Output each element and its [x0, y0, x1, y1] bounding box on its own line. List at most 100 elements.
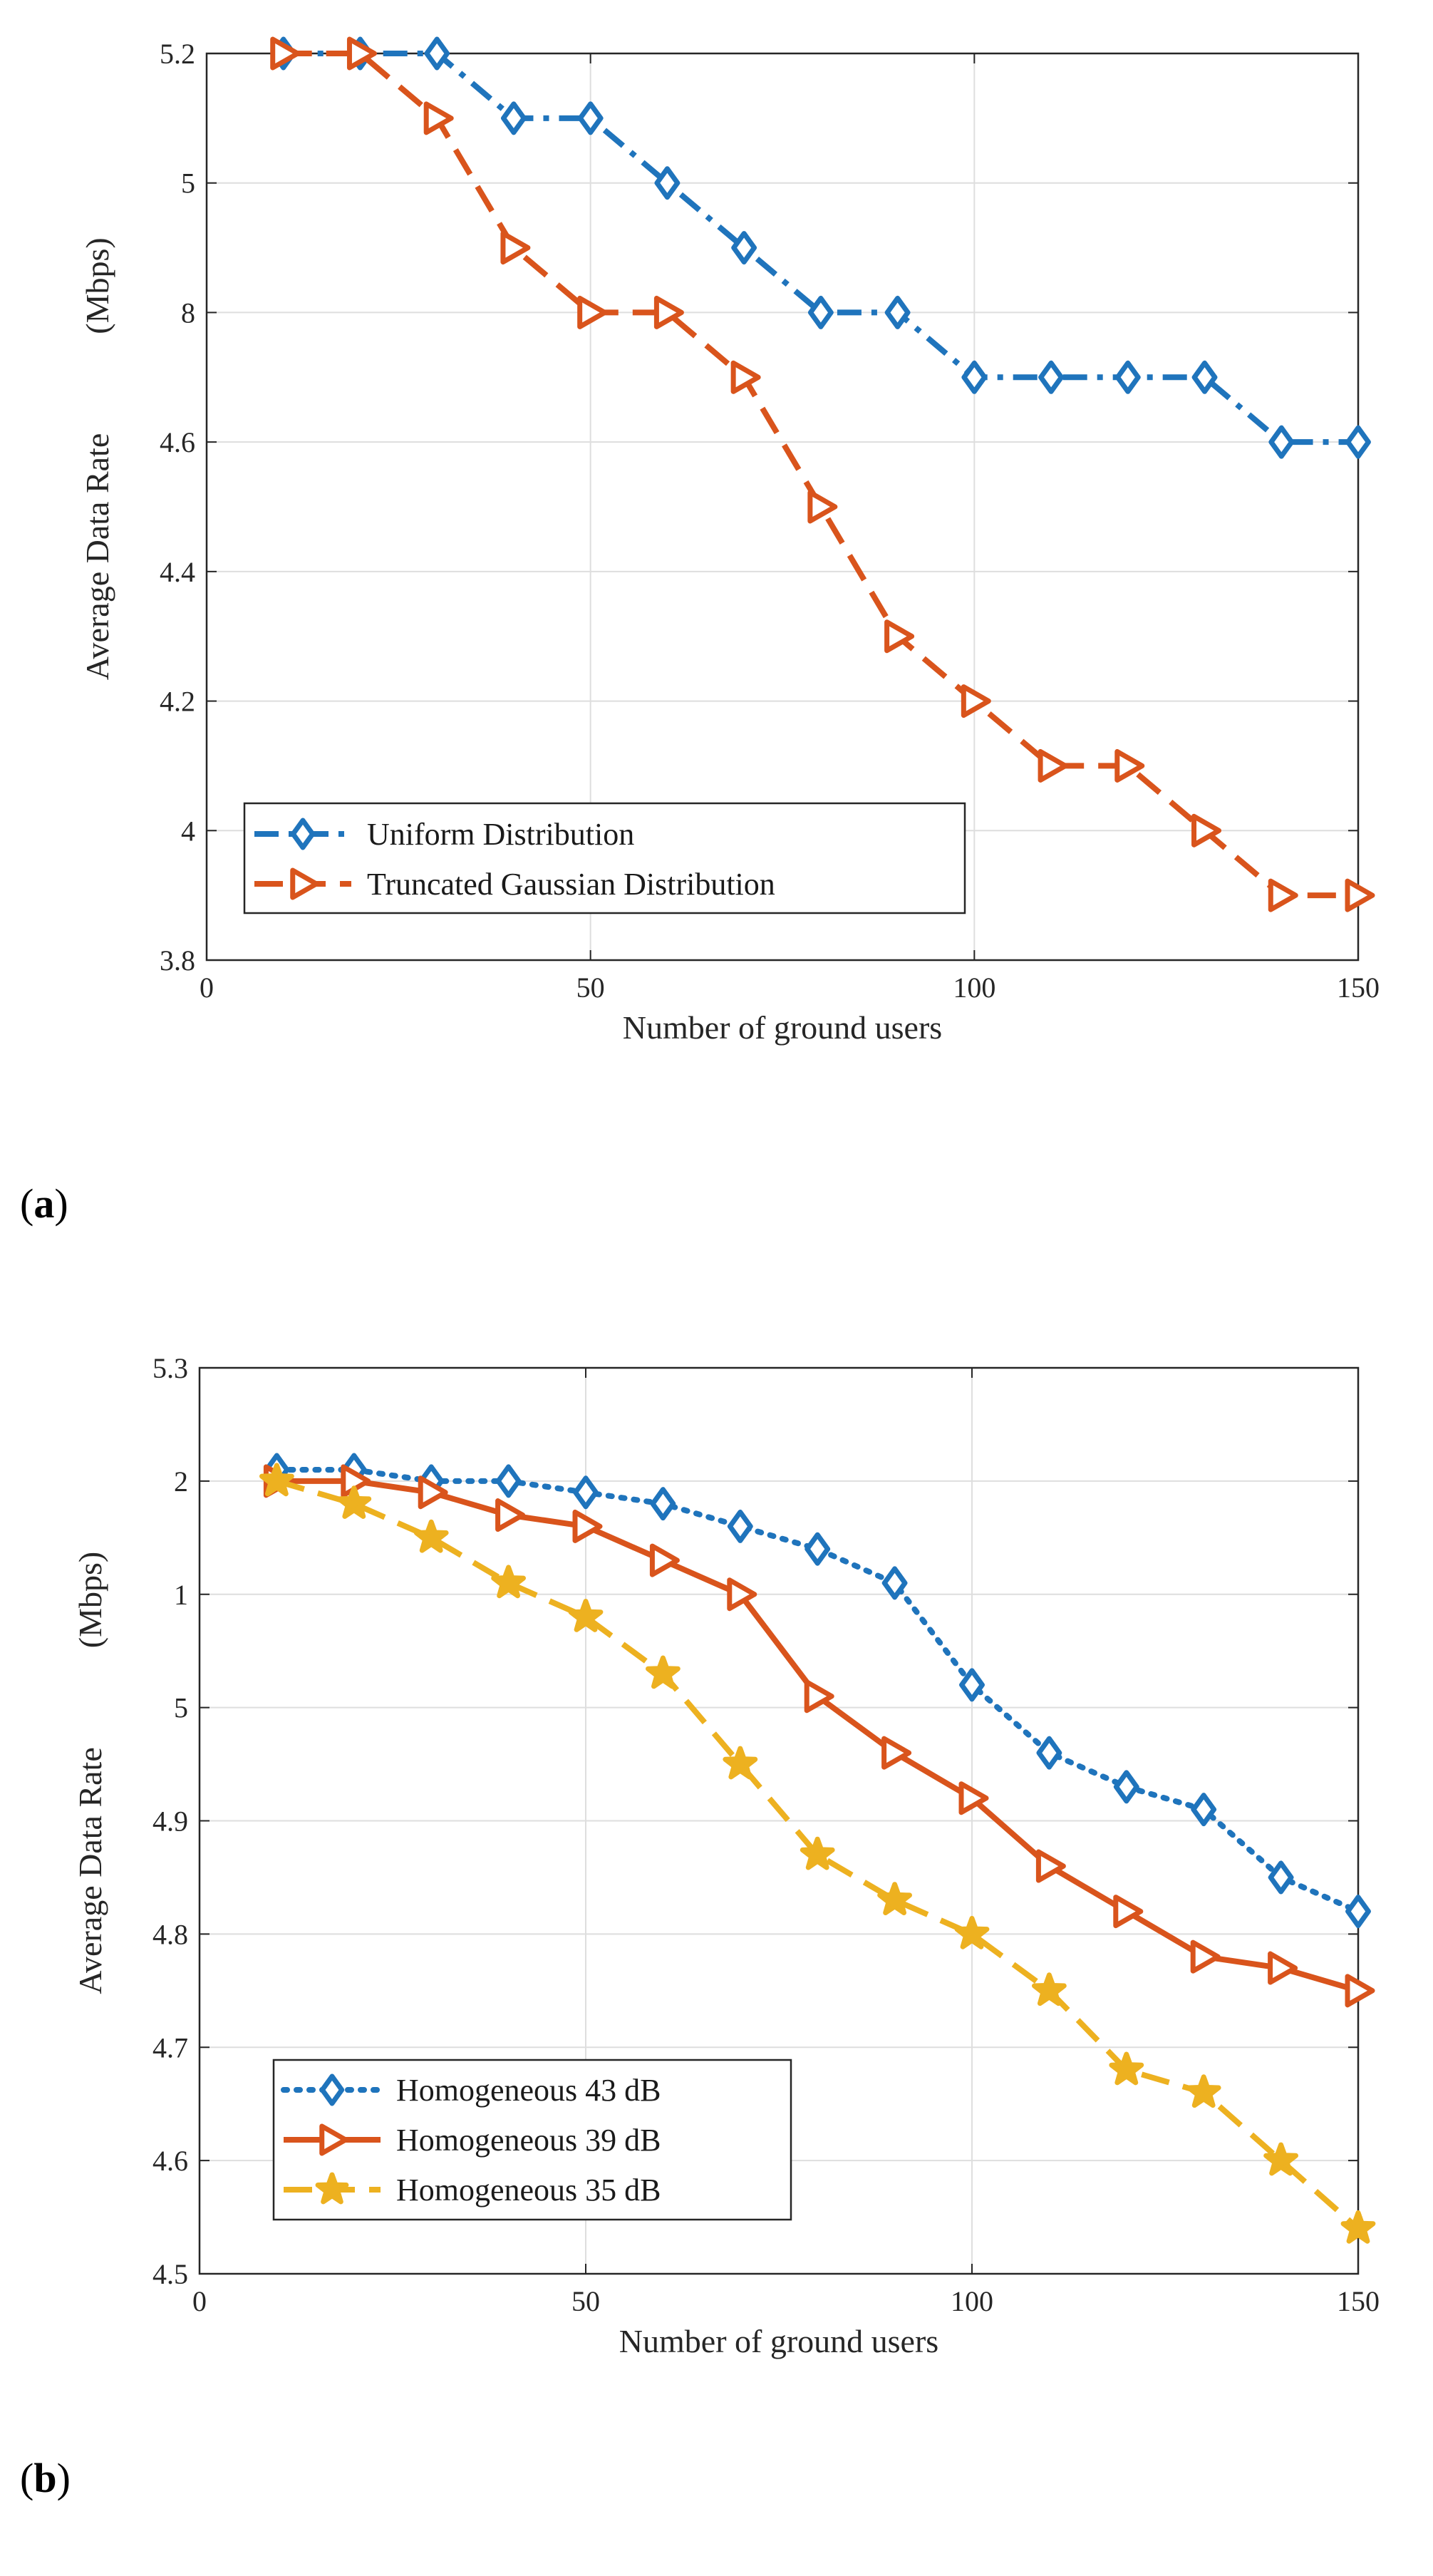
- y-axis-unit: (Mbps): [72, 1552, 108, 1648]
- x-axis-label: Number of ground users: [623, 1009, 942, 1046]
- series-2-marker: [413, 1519, 449, 1553]
- y-tick-label: 4: [181, 815, 195, 847]
- series-2-marker: [1109, 2051, 1144, 2086]
- series-0-marker: [495, 1464, 522, 1498]
- legend-marker-0: [290, 818, 316, 850]
- legend-label-1: Homogeneous 39 dB: [396, 2123, 661, 2158]
- series-line-1: [283, 51, 1358, 899]
- series-0-marker: [1268, 1860, 1294, 1895]
- x-tick-label: 150: [1337, 972, 1380, 1004]
- axes-frame: [205, 52, 1360, 962]
- panel-label-b: (b): [20, 2455, 71, 2501]
- series-2-marker: [336, 1485, 372, 1519]
- series-1-marker: [1345, 1974, 1375, 2008]
- series-1-marker: [1190, 1939, 1221, 1974]
- x-tick-label: 100: [953, 972, 995, 1004]
- series-line-2: [276, 1478, 1360, 2231]
- series-0-marker: [1345, 425, 1371, 459]
- series-2-marker: [1263, 2142, 1298, 2176]
- series-1-marker: [418, 1475, 448, 1510]
- y-tick-label: 5: [174, 1692, 188, 1724]
- legend-marker-2: [315, 2172, 349, 2205]
- series-0-marker: [577, 101, 604, 135]
- chart-a: 0 50 100 150 3.8 4 4.2 4.4 4.6 8 5 5.2 Number of gro…: [79, 36, 1380, 1046]
- series-1-marker: [1113, 1895, 1144, 1929]
- series-1-marker: [1038, 748, 1068, 783]
- legend-marker-0: [319, 2073, 345, 2106]
- series-2-marker: [646, 1655, 681, 1689]
- series-1-marker: [727, 1577, 757, 1612]
- y-tick-label: 8: [181, 297, 195, 329]
- y-tick-label: 4.2: [160, 686, 195, 718]
- y-tick-label: 4.5: [152, 2258, 188, 2290]
- y-tick-label: 4.9: [152, 1805, 188, 1838]
- legend-label-0: Uniform Distribution: [367, 817, 634, 852]
- series-1-marker: [577, 295, 608, 329]
- series-1-marker: [1268, 878, 1298, 912]
- series-0-marker: [573, 1475, 599, 1510]
- series-0-marker: [727, 1509, 753, 1543]
- legend-label-2: Homogeneous 35 dB: [396, 2173, 661, 2207]
- series-0-marker: [1114, 360, 1141, 394]
- series-2-marker: [491, 1565, 526, 1599]
- series-2-marker: [1186, 2074, 1221, 2108]
- series-1-marker: [653, 295, 684, 329]
- y-tick-label: 2: [174, 1465, 188, 1498]
- chart-b: 0 50 100 150 4.5 4.6 4.7 4.8 4.9 5 1 2 5.3 Number of …: [72, 1352, 1380, 2359]
- series-0-marker: [1036, 1736, 1062, 1770]
- series-1-marker: [649, 1543, 680, 1577]
- series-0-marker: [884, 295, 911, 329]
- series-0-marker: [731, 231, 757, 265]
- y-axis-label: Average Data Rate: [72, 1747, 108, 1994]
- series-0-marker: [654, 166, 681, 200]
- series-1-marker: [730, 360, 761, 394]
- y-tick-label: 5: [181, 168, 195, 200]
- series-0-marker: [650, 1487, 676, 1521]
- series-0-marker: [959, 1668, 985, 1702]
- y-tick-label: 3.8: [160, 944, 195, 977]
- series-1-marker: [958, 1781, 989, 1815]
- series-2-marker: [259, 1463, 294, 1497]
- y-tick-label: 4.6: [160, 426, 195, 458]
- series-0-marker: [881, 1566, 908, 1600]
- legend-label-1: Truncated Gaussian Distribution: [367, 867, 775, 902]
- series-0-marker: [1345, 1895, 1371, 1929]
- series-1-marker: [1268, 1951, 1298, 1985]
- series-0-marker: [1113, 1770, 1139, 1804]
- x-axis-label: Number of ground users: [619, 2323, 938, 2359]
- series-0-marker: [805, 1532, 831, 1566]
- series-2-marker: [1032, 1972, 1067, 2006]
- series-2-marker: [723, 1746, 758, 1780]
- series-2-marker: [800, 1836, 835, 1870]
- series-1-marker: [961, 684, 991, 718]
- series-1-marker: [270, 36, 301, 71]
- series-1-marker: [1345, 878, 1375, 912]
- x-tick-label: 0: [200, 972, 214, 1004]
- series-1-marker: [884, 619, 915, 654]
- series-1-marker: [572, 1509, 603, 1543]
- series-1-marker: [346, 36, 377, 71]
- series-line-0: [283, 51, 1358, 445]
- series-1-marker: [804, 1679, 834, 1714]
- series-1-marker: [1114, 748, 1145, 783]
- series-1-marker: [1191, 813, 1222, 847]
- x-tick-label: 50: [571, 2285, 600, 2317]
- panel-label-a: (a): [20, 1180, 68, 1227]
- y-tick-label: 5.3: [152, 1352, 188, 1384]
- series-2-marker: [954, 1915, 990, 1949]
- series-2-marker: [877, 1882, 912, 1915]
- series-2-marker: [568, 1599, 604, 1632]
- x-tick-label: 50: [576, 972, 605, 1004]
- series-0-marker: [1268, 425, 1295, 459]
- legend-label-0: Homogeneous 43 dB: [396, 2073, 661, 2108]
- series-0-marker: [807, 295, 834, 329]
- series-1-marker: [495, 1498, 526, 1532]
- y-tick-label: 4.4: [160, 556, 195, 588]
- series-1-marker: [1035, 1849, 1066, 1883]
- y-axis-label: Average Data Rate: [79, 433, 115, 681]
- series-1-marker: [807, 490, 838, 524]
- series-1-marker: [423, 101, 454, 135]
- x-tick-label: 0: [192, 2285, 207, 2317]
- y-tick-label: 1: [174, 1579, 188, 1611]
